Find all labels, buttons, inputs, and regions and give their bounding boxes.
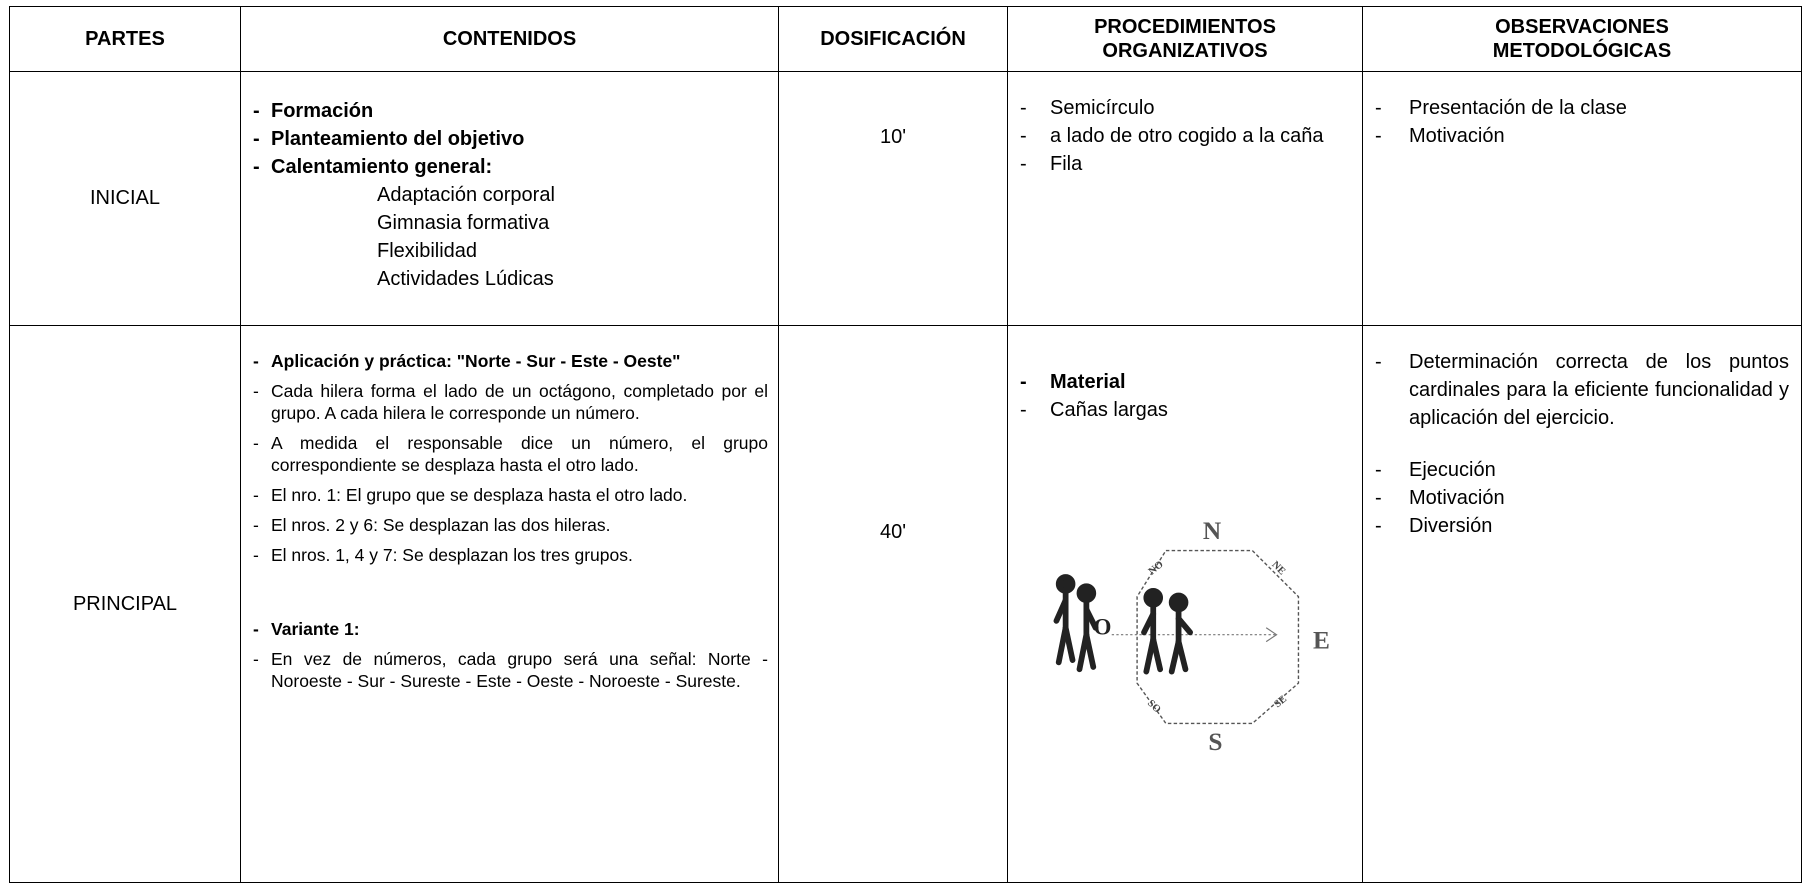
item: Semicírculo [1020, 94, 1354, 122]
item: A medida el responsable dice un número, … [253, 432, 768, 476]
item: Formación [253, 97, 768, 125]
figures [1053, 574, 1193, 675]
dosificacion: 40' [778, 325, 1008, 883]
item: Motivación [1375, 484, 1793, 512]
item: Cañas largas [1020, 396, 1354, 424]
item: Calentamiento general: [253, 153, 768, 181]
parte: PRINCIPAL [9, 325, 241, 883]
compass-letter: O [1094, 614, 1112, 640]
contenidos: Formación Planteamiento del objetivo Cal… [240, 71, 779, 326]
header-row: PARTES CONTENIDOS DOSIFICACIÓN PROCEDIMI… [9, 6, 1802, 72]
row: PRINCIPAL Aplicación y práctica: "Norte … [9, 325, 1802, 883]
item: Motivación [1375, 122, 1793, 150]
item: Aplicación y práctica: "Norte - Sur - Es… [253, 350, 768, 372]
subitem: Gimnasia formativa [377, 212, 550, 234]
page: PARTES CONTENIDOS DOSIFICACIÓN PROCEDIMI… [0, 0, 1805, 834]
item: En vez de números, cada grupo será una s… [253, 648, 768, 692]
subitem: Actividades Lúdicas [377, 268, 554, 290]
compass-diagram: N E S O NO NE SE SO [1053, 517, 1330, 756]
header: CONTENIDOS [240, 6, 779, 72]
list: Presentación de la clase Motivación [1375, 94, 1793, 150]
procedimientos: Semicírculo a lado de otro cogido a la c… [1007, 71, 1363, 326]
list: Determinación correcta de los puntos car… [1375, 348, 1793, 540]
observaciones: Determinación correcta de los puntos car… [1362, 325, 1802, 883]
item: Fila [1020, 150, 1354, 178]
procedimientos: Material Cañas largas N E S O NO NE SE S… [1007, 325, 1363, 883]
compass-label: NO [1147, 559, 1166, 577]
item: El nro. 1: El grupo que se desplaza hast… [253, 484, 768, 506]
subitem: Adaptación corporal [377, 184, 555, 206]
item: a lado de otro cogido a la caña [1020, 122, 1354, 150]
compass-letter: N [1203, 517, 1221, 545]
item: Ejecución [1375, 456, 1793, 484]
list: Formación Planteamiento del objetivo Cal… [253, 97, 768, 181]
compass-label: SE [1272, 694, 1289, 711]
item: Planteamiento del objetivo [253, 125, 768, 153]
item: Variante 1: [253, 618, 768, 640]
header: OBSERVACIONES METODOLÓGICAS [1362, 6, 1802, 72]
header: PROCEDIMIENTOS ORGANIZATIVOS [1007, 6, 1363, 72]
item: Presentación de la clase [1375, 94, 1793, 122]
parte: INICIAL [9, 71, 241, 326]
dosificacion-text: 10' [879, 126, 907, 148]
item: Material [1020, 368, 1354, 396]
item: Diversión [1375, 512, 1793, 540]
list: Semicírculo a lado de otro cogido a la c… [1020, 94, 1354, 178]
header: PARTES [9, 6, 241, 72]
dosificacion-text: 40' [879, 521, 907, 543]
compass-letter: E [1313, 627, 1330, 655]
header: DOSIFICACIÓN [778, 6, 1008, 72]
compass-label: NE [1269, 559, 1287, 577]
compass-label: SO [1145, 698, 1163, 716]
list: Material Cañas largas [1020, 368, 1354, 424]
lesson-table: PARTES CONTENIDOS DOSIFICACIÓN PROCEDIMI… [9, 6, 1802, 883]
subitem: Flexibilidad [377, 240, 478, 262]
arrowhead [1265, 627, 1278, 643]
contenidos: Aplicación y práctica: "Norte - Sur - Es… [240, 325, 779, 883]
dosificacion: 10' [778, 71, 1008, 326]
observaciones: Presentación de la clase Motivación [1362, 71, 1802, 326]
list: Aplicación y práctica: "Norte - Sur - Es… [253, 350, 768, 692]
item: Cada hilera forma el lado de un octágono… [253, 380, 768, 424]
compass-letter: S [1208, 728, 1222, 756]
item: El nros. 1, 4 y 7: Se desplazan los tres… [253, 544, 768, 566]
row: INICIAL Formación Planteamiento del obje… [9, 71, 1802, 326]
octagon [1136, 549, 1300, 725]
item: Determinación correcta de los puntos car… [1375, 348, 1793, 432]
item: El nros. 2 y 6: Se desplazan las dos hil… [253, 514, 768, 536]
